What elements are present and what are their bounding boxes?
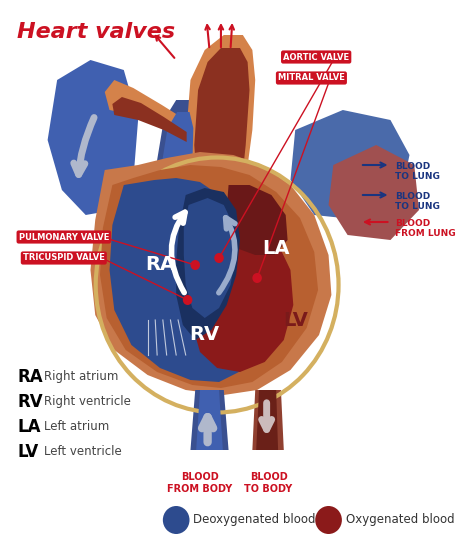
Polygon shape	[186, 35, 255, 280]
Circle shape	[163, 506, 190, 534]
Text: AORTIC VALVE: AORTIC VALVE	[283, 52, 349, 61]
Polygon shape	[194, 48, 249, 275]
Polygon shape	[256, 390, 278, 450]
Polygon shape	[192, 200, 293, 372]
Text: MITRAL VALVE: MITRAL VALVE	[278, 74, 345, 83]
Text: Right atrium: Right atrium	[44, 370, 118, 383]
Circle shape	[214, 253, 224, 263]
Text: RA: RA	[145, 256, 175, 275]
Circle shape	[252, 273, 262, 283]
Text: Left ventricle: Left ventricle	[44, 445, 121, 458]
Text: Heart valves: Heart valves	[17, 22, 175, 42]
Polygon shape	[91, 152, 331, 395]
Text: BLOOD
TO BODY: BLOOD TO BODY	[245, 472, 292, 494]
Circle shape	[183, 295, 192, 305]
Text: PULMONARY VALVE: PULMONARY VALVE	[18, 233, 109, 242]
Text: Left atrium: Left atrium	[44, 420, 109, 433]
Text: LA: LA	[17, 418, 41, 436]
Polygon shape	[227, 185, 288, 255]
Polygon shape	[112, 97, 187, 142]
Circle shape	[315, 506, 342, 534]
Polygon shape	[105, 80, 186, 140]
Polygon shape	[109, 178, 255, 382]
Text: RA: RA	[17, 368, 43, 386]
Polygon shape	[184, 198, 236, 318]
Text: TRICUSPID VALVE: TRICUSPID VALVE	[23, 253, 105, 262]
Text: Oxygenated blood: Oxygenated blood	[346, 513, 454, 527]
Polygon shape	[47, 60, 138, 215]
Text: LA: LA	[263, 238, 290, 257]
Polygon shape	[160, 112, 193, 268]
Polygon shape	[196, 390, 223, 450]
Text: BLOOD
FROM BODY: BLOOD FROM BODY	[167, 472, 233, 494]
Text: RV: RV	[190, 325, 220, 344]
Polygon shape	[252, 390, 284, 450]
Text: Deoxygenated blood: Deoxygenated blood	[193, 513, 316, 527]
Text: BLOOD
TO LUNG: BLOOD TO LUNG	[395, 192, 440, 211]
Text: Right ventricle: Right ventricle	[44, 395, 131, 408]
Text: LV: LV	[283, 310, 308, 330]
Polygon shape	[291, 110, 410, 220]
Text: LV: LV	[17, 443, 38, 461]
Polygon shape	[191, 390, 228, 450]
Polygon shape	[100, 165, 318, 388]
Text: BLOOD
FROM LUNG: BLOOD FROM LUNG	[395, 219, 456, 238]
Polygon shape	[176, 188, 240, 340]
Polygon shape	[328, 145, 419, 240]
Polygon shape	[154, 100, 195, 270]
Circle shape	[191, 260, 200, 270]
Text: BLOOD
TO LUNG: BLOOD TO LUNG	[395, 162, 440, 181]
Text: RV: RV	[17, 393, 43, 411]
